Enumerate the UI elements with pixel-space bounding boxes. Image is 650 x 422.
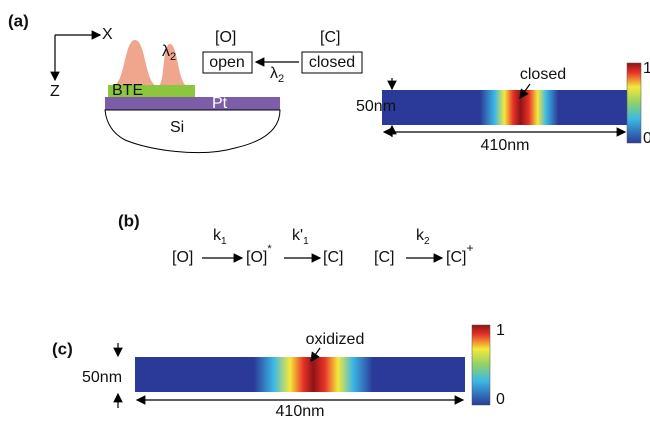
species: [O] xyxy=(172,249,193,266)
text-part: k' xyxy=(292,227,303,244)
annotation: oxidized xyxy=(306,331,365,348)
species: [C]+ xyxy=(446,241,473,266)
text-part: * xyxy=(267,243,272,255)
dimension-label: 410nm xyxy=(481,137,530,154)
text-part: + xyxy=(466,241,473,255)
layer-label: Si xyxy=(170,119,184,136)
colorbar xyxy=(627,63,641,143)
text-part: 2 xyxy=(424,236,430,247)
dimension-label: 50nm xyxy=(82,369,122,386)
panel-label: (c) xyxy=(52,339,73,358)
state-label: closed xyxy=(309,54,355,71)
colorbar-label: 1 xyxy=(643,60,650,77)
arrow-label: λ2 xyxy=(270,65,284,85)
rate-label: k'1 xyxy=(292,227,309,246)
species: [C] xyxy=(323,249,343,266)
panel-label: (a) xyxy=(8,11,29,30)
rate-label: k1 xyxy=(213,227,227,246)
state-label: [O] xyxy=(215,29,236,46)
text-part: 1 xyxy=(303,236,309,247)
figure: (a) X Z λ2 BTE Pt Si [O] open [C] closed… xyxy=(0,0,650,422)
colorbar-label: 0 xyxy=(496,391,505,408)
colorbar xyxy=(472,325,490,405)
rate-label: k2 xyxy=(416,227,430,246)
dimension-label: 50nm xyxy=(356,98,396,115)
colorbar-label: 1 xyxy=(496,322,505,339)
annotation: closed xyxy=(520,66,566,83)
layer-label: BTE xyxy=(112,82,143,99)
peak-label: λ2 xyxy=(162,43,176,63)
text-part: [O] xyxy=(246,249,267,266)
text-part: [C] xyxy=(446,249,466,266)
colorbar-label: 0 xyxy=(643,130,650,147)
axis-label: X xyxy=(102,26,113,43)
text-part: λ xyxy=(162,43,170,60)
si-substrate xyxy=(105,110,280,153)
field-strip xyxy=(382,90,627,125)
text-part: 1 xyxy=(221,236,227,247)
dimension-label: 410nm xyxy=(276,403,325,420)
state-label: open xyxy=(209,54,245,71)
layer-label: Pt xyxy=(212,95,228,112)
text-part: 2 xyxy=(278,73,284,85)
species: [O]* xyxy=(246,243,272,266)
text-part: 2 xyxy=(170,51,176,63)
light-peaks xyxy=(112,40,188,86)
panel-label: (b) xyxy=(118,211,140,230)
field-strip xyxy=(135,357,465,392)
state-label: [C] xyxy=(320,29,340,46)
species: [C] xyxy=(374,249,394,266)
text-part: λ xyxy=(270,65,278,82)
axis-label: Z xyxy=(50,83,60,100)
